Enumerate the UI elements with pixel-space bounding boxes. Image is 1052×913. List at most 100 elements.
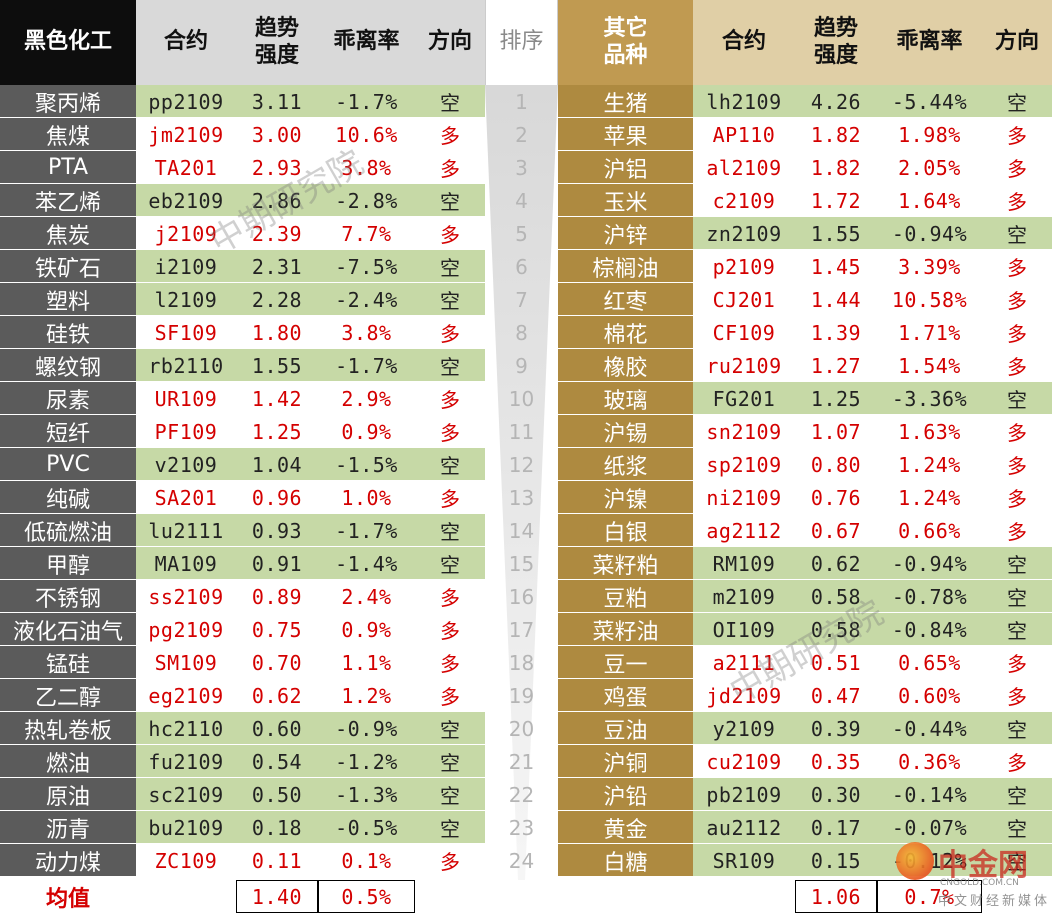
right-contract: m2109 bbox=[693, 580, 795, 613]
right-variety-name: 橡胶 bbox=[558, 349, 693, 382]
left-variety-name: 甲醇 bbox=[0, 547, 136, 580]
left-direction: 空 bbox=[415, 85, 485, 118]
right-deviation: -0.94% bbox=[877, 547, 982, 580]
right-contract: FG201 bbox=[693, 382, 795, 415]
left-deviation: 3.8% bbox=[318, 151, 415, 184]
left-contract: SA201 bbox=[136, 481, 236, 514]
right-deviation: 1.64% bbox=[877, 184, 982, 217]
row-divider bbox=[558, 744, 1052, 745]
left-trend-strength: 0.89 bbox=[236, 580, 318, 613]
left-trend-strength: 2.93 bbox=[236, 151, 318, 184]
left-direction: 空 bbox=[415, 547, 485, 580]
right-trend-strength: 0.62 bbox=[795, 547, 877, 580]
left-contract: PF109 bbox=[136, 415, 236, 448]
row-divider bbox=[0, 546, 485, 547]
row-divider bbox=[558, 645, 1052, 646]
right-direction: 空 bbox=[982, 778, 1052, 811]
header-contract-right: 合约 bbox=[693, 0, 795, 85]
left-variety-name: 纯碱 bbox=[0, 481, 136, 514]
left-direction: 多 bbox=[415, 613, 485, 646]
right-contract: OI109 bbox=[693, 613, 795, 646]
row-divider bbox=[0, 810, 485, 811]
left-deviation: -1.5% bbox=[318, 448, 415, 481]
right-variety-name: 菜籽油 bbox=[558, 613, 693, 646]
right-direction: 多 bbox=[982, 250, 1052, 283]
left-trend-strength: 0.70 bbox=[236, 646, 318, 679]
average-deviation-right: 0.7% bbox=[877, 880, 982, 913]
row-divider bbox=[558, 711, 1052, 712]
left-direction: 多 bbox=[415, 382, 485, 415]
left-deviation: 2.4% bbox=[318, 580, 415, 613]
left-contract: UR109 bbox=[136, 382, 236, 415]
right-contract: cu2109 bbox=[693, 745, 795, 778]
header-contract-left: 合约 bbox=[136, 0, 236, 85]
rank-number: 2 bbox=[515, 122, 528, 147]
rank-number: 18 bbox=[508, 650, 535, 675]
row-divider bbox=[0, 414, 485, 415]
right-trend-strength: 1.45 bbox=[795, 250, 877, 283]
right-contract: c2109 bbox=[693, 184, 795, 217]
right-deviation: -0.78% bbox=[877, 580, 982, 613]
left-variety-name: PVC bbox=[0, 448, 136, 481]
right-trend-strength: 0.15 bbox=[795, 844, 877, 877]
left-direction: 多 bbox=[415, 415, 485, 448]
right-trend-strength: 1.72 bbox=[795, 184, 877, 217]
left-trend-strength: 1.80 bbox=[236, 316, 318, 349]
row-divider bbox=[558, 348, 1052, 349]
header-strength-left: 趋势 强度 bbox=[236, 0, 318, 85]
right-deviation: 1.63% bbox=[877, 415, 982, 448]
left-deviation: 7.7% bbox=[318, 217, 415, 250]
right-direction: 空 bbox=[982, 613, 1052, 646]
right-direction: 多 bbox=[982, 316, 1052, 349]
right-trend-strength: 4.26 bbox=[795, 85, 877, 118]
right-trend-strength: 0.51 bbox=[795, 646, 877, 679]
left-direction: 多 bbox=[415, 679, 485, 712]
right-contract: ru2109 bbox=[693, 349, 795, 382]
right-trend-strength: 0.58 bbox=[795, 613, 877, 646]
row-divider bbox=[0, 678, 485, 679]
left-trend-strength: 0.93 bbox=[236, 514, 318, 547]
left-variety-name: 燃油 bbox=[0, 745, 136, 778]
row-divider bbox=[558, 183, 1052, 184]
header-black-chemical: 黑色化工 bbox=[0, 0, 136, 85]
left-contract: TA201 bbox=[136, 151, 236, 184]
right-direction: 多 bbox=[982, 646, 1052, 679]
left-direction: 多 bbox=[415, 646, 485, 679]
right-trend-strength: 1.07 bbox=[795, 415, 877, 448]
row-divider bbox=[0, 480, 485, 481]
right-direction: 空 bbox=[982, 844, 1052, 877]
right-contract: au2112 bbox=[693, 811, 795, 844]
right-direction: 多 bbox=[982, 283, 1052, 316]
rank-number: 17 bbox=[508, 617, 535, 642]
left-direction: 空 bbox=[415, 448, 485, 481]
row-divider bbox=[558, 381, 1052, 382]
left-direction: 多 bbox=[415, 580, 485, 613]
left-deviation: -7.5% bbox=[318, 250, 415, 283]
row-divider bbox=[0, 843, 485, 844]
row-divider bbox=[0, 447, 485, 448]
left-variety-name: 液化石油气 bbox=[0, 613, 136, 646]
rank-number: 19 bbox=[508, 683, 535, 708]
right-contract: a2111 bbox=[693, 646, 795, 679]
right-trend-strength: 1.82 bbox=[795, 118, 877, 151]
right-contract: lh2109 bbox=[693, 85, 795, 118]
right-trend-strength: 1.44 bbox=[795, 283, 877, 316]
right-deviation: 1.24% bbox=[877, 448, 982, 481]
left-direction: 多 bbox=[415, 481, 485, 514]
left-deviation: 0.9% bbox=[318, 415, 415, 448]
right-deviation: 2.05% bbox=[877, 151, 982, 184]
left-deviation: -1.7% bbox=[318, 85, 415, 118]
rank-number: 13 bbox=[508, 485, 535, 510]
row-divider bbox=[558, 150, 1052, 151]
rank-number: 20 bbox=[508, 716, 535, 741]
left-direction: 多 bbox=[415, 151, 485, 184]
left-trend-strength: 2.39 bbox=[236, 217, 318, 250]
left-contract: v2109 bbox=[136, 448, 236, 481]
left-contract: i2109 bbox=[136, 250, 236, 283]
left-variety-name: 尿素 bbox=[0, 382, 136, 415]
right-variety-name: 沪镍 bbox=[558, 481, 693, 514]
row-divider bbox=[0, 381, 485, 382]
right-variety-name: 沪锡 bbox=[558, 415, 693, 448]
left-contract: pg2109 bbox=[136, 613, 236, 646]
